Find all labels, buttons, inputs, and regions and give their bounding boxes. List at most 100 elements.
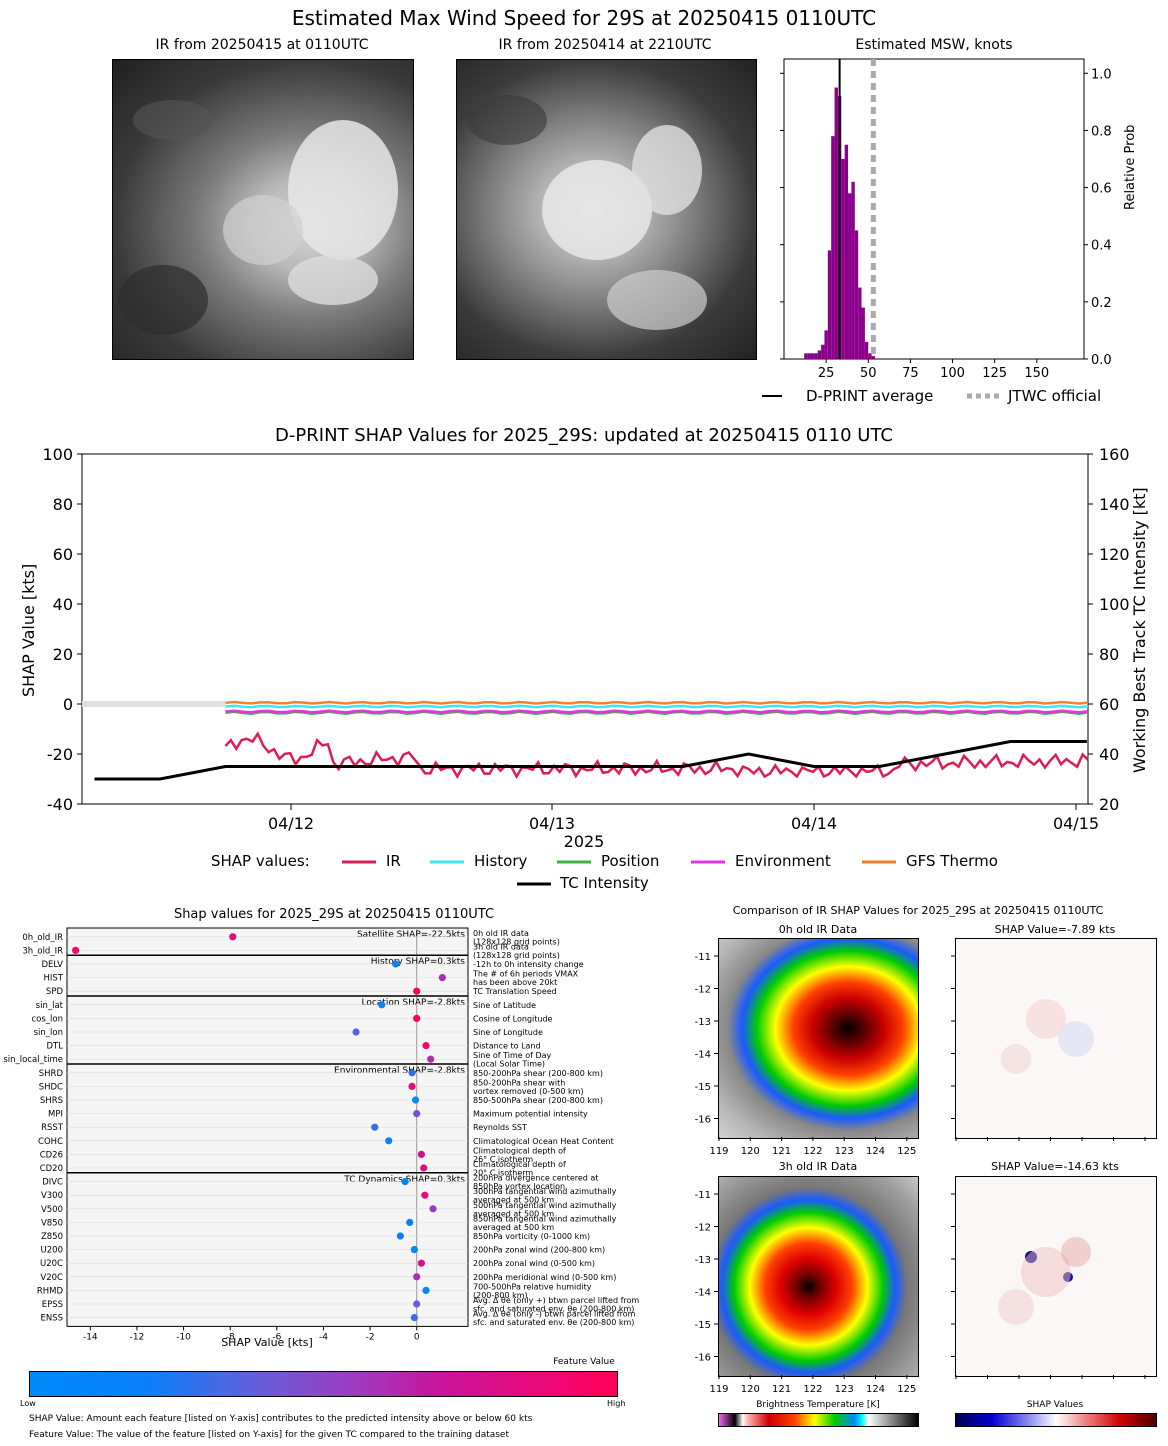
histogram-title: Estimated MSW, knots bbox=[855, 37, 1013, 53]
cmp-xtick-label: 121 bbox=[772, 1146, 791, 1157]
ts-ytick-right-label: 140 bbox=[1099, 495, 1130, 514]
feature-dot bbox=[392, 960, 400, 968]
feature-desc: -12h to 0h intensity change bbox=[473, 960, 584, 969]
feature-desc: averaged at 500 km bbox=[473, 1223, 554, 1232]
feature-name: EPSS bbox=[42, 1300, 63, 1310]
histogram-bar bbox=[817, 350, 822, 359]
gfs-thermo-line bbox=[225, 700, 1089, 705]
histogram-bar bbox=[841, 159, 845, 359]
histogram-bar bbox=[827, 250, 832, 359]
cmp-xtick-label: 122 bbox=[803, 1146, 822, 1157]
feature-dot bbox=[413, 1273, 421, 1281]
footnote-feature: Feature Value: The value of the feature … bbox=[29, 1430, 510, 1440]
cmp-ytick-label: -15 bbox=[695, 1082, 711, 1093]
history-line bbox=[225, 704, 1089, 709]
ts-ytick-label: 40 bbox=[53, 595, 73, 614]
histogram-xtick-label: 125 bbox=[982, 366, 1007, 381]
tc-intensity-line bbox=[94, 740, 1087, 781]
feature-dot bbox=[421, 1191, 429, 1199]
histogram-bar bbox=[804, 353, 808, 359]
legend-tc-intensity: TC Intensity bbox=[560, 874, 649, 892]
legend-tc-line bbox=[517, 882, 551, 886]
feature-dot bbox=[352, 1028, 360, 1036]
cmp-xtick-label: 119 bbox=[709, 1384, 728, 1395]
feature-desc: 300hPa tangential wind azimuthally bbox=[473, 1187, 617, 1196]
legend-dprint-average: D-PRINT average bbox=[806, 387, 934, 405]
beeswarm-xtick-label: 0 bbox=[414, 1332, 420, 1342]
feature-desc: vortex removed (0-500 km) bbox=[473, 1087, 584, 1096]
ts-ytick-right-label: 20 bbox=[1099, 795, 1119, 814]
histogram-xtick-label: 100 bbox=[940, 366, 965, 381]
histogram-bar bbox=[861, 307, 865, 359]
feature-name: 0h_old_IR bbox=[22, 933, 63, 943]
legend-ir-line bbox=[342, 860, 376, 864]
feature-desc: Sine of Time of Day bbox=[473, 1051, 552, 1060]
cmp-xtick-label: 123 bbox=[835, 1384, 854, 1395]
feature-dot bbox=[408, 1082, 416, 1090]
ts-xtick-label: 04/15 bbox=[1053, 814, 1099, 833]
feature-desc: Sine of Longitude bbox=[473, 1028, 543, 1037]
cmp-ytick-label: -13 bbox=[695, 1017, 711, 1028]
cmp-ytick-label: -13 bbox=[695, 1255, 711, 1266]
feature-dot bbox=[401, 1178, 409, 1186]
legend-label: SHAP values: bbox=[211, 852, 310, 870]
legend-jtwc-official: JTWC official bbox=[1008, 387, 1102, 405]
feature-dot bbox=[422, 1286, 430, 1294]
histogram-bar bbox=[821, 344, 825, 359]
feature-dot bbox=[413, 987, 421, 995]
comparison-shap-0h-title: SHAP Value=-7.89 kts bbox=[994, 923, 1116, 936]
feature-dot bbox=[413, 1300, 421, 1308]
feature-desc: sfc. and saturated env. θe (200-800 km) bbox=[473, 1318, 634, 1327]
feature-name: sin_local_time bbox=[3, 1055, 63, 1065]
colorbar-title: Feature Value bbox=[553, 1357, 615, 1367]
ir-panel-2-title: IR from 20250414 at 2210UTC bbox=[498, 37, 712, 53]
dprint-legend-line bbox=[762, 395, 782, 397]
ir-colored-0h bbox=[718, 938, 919, 1139]
colorbar-high: High bbox=[607, 1399, 626, 1408]
cmp-xtick-label: 122 bbox=[803, 1384, 822, 1395]
feature-dot bbox=[385, 1137, 393, 1145]
zero-band bbox=[82, 701, 226, 707]
feature-desc: 850-500hPa shear (200-800 km) bbox=[473, 1096, 603, 1105]
legend-history: History bbox=[474, 852, 528, 870]
group-label: Environmental SHAP=-2.8kts bbox=[334, 1066, 465, 1076]
ts-ytick-label: 0 bbox=[63, 695, 73, 714]
ir-image-2210utc bbox=[456, 59, 757, 360]
feature-name: RHMD bbox=[37, 1286, 64, 1296]
feature-desc: 500hPa tangential wind azimuthally bbox=[473, 1201, 617, 1210]
feature-desc: sfc. and saturated env. θe (200-800 km) bbox=[473, 1305, 634, 1314]
ir-colored-3h bbox=[718, 1176, 919, 1377]
footnote-shap: SHAP Value: Amount each feature [listed … bbox=[29, 1414, 533, 1424]
ts-ytick-label: 60 bbox=[53, 545, 73, 564]
feature-dot bbox=[413, 1110, 421, 1118]
feature-desc: Maximum potential intensity bbox=[473, 1110, 588, 1119]
group-label: Location SHAP=-2.8kts bbox=[361, 998, 465, 1008]
feature-name: V850 bbox=[41, 1218, 63, 1228]
ir-cloud-texture-2 bbox=[467, 95, 707, 330]
beeswarm-xtick-label: -6 bbox=[272, 1332, 281, 1342]
beeswarm-xtick-label: -4 bbox=[319, 1332, 328, 1342]
histogram-bar bbox=[868, 353, 872, 359]
feature-name: SPD bbox=[46, 987, 64, 997]
colorbar-low: Low bbox=[20, 1399, 36, 1408]
histogram-bar bbox=[844, 144, 849, 359]
legend-history-line bbox=[430, 860, 464, 864]
cmp-xtick-label: 124 bbox=[866, 1146, 885, 1157]
feature-desc: Climatological depth of bbox=[473, 1146, 566, 1155]
feature-name: SHRS bbox=[40, 1096, 63, 1106]
ts-ytick-label: 20 bbox=[53, 645, 73, 664]
feature-desc: Avg. Δ θe (only +) btwn parcel lifted fr… bbox=[473, 1296, 639, 1305]
feature-dot bbox=[371, 1123, 379, 1131]
cmp-ytick-label: -11 bbox=[695, 1190, 711, 1201]
histogram-bar bbox=[834, 87, 838, 360]
feature-dot bbox=[408, 1069, 416, 1077]
timeseries-title: D-PRINT SHAP Values for 2025_29S: update… bbox=[275, 425, 893, 446]
ir-shap-line bbox=[224, 731, 1089, 780]
histogram-bar bbox=[848, 193, 852, 359]
feature-desc: TC Translation Speed bbox=[472, 987, 557, 996]
cmp-ytick-label: -11 bbox=[695, 952, 711, 963]
beeswarm-xtick-label: -12 bbox=[130, 1332, 145, 1342]
histogram-xtick-label: 50 bbox=[860, 366, 877, 381]
beeswarm-xtick-label: -14 bbox=[83, 1332, 98, 1342]
feature-name: 3h_old_IR bbox=[22, 946, 63, 956]
